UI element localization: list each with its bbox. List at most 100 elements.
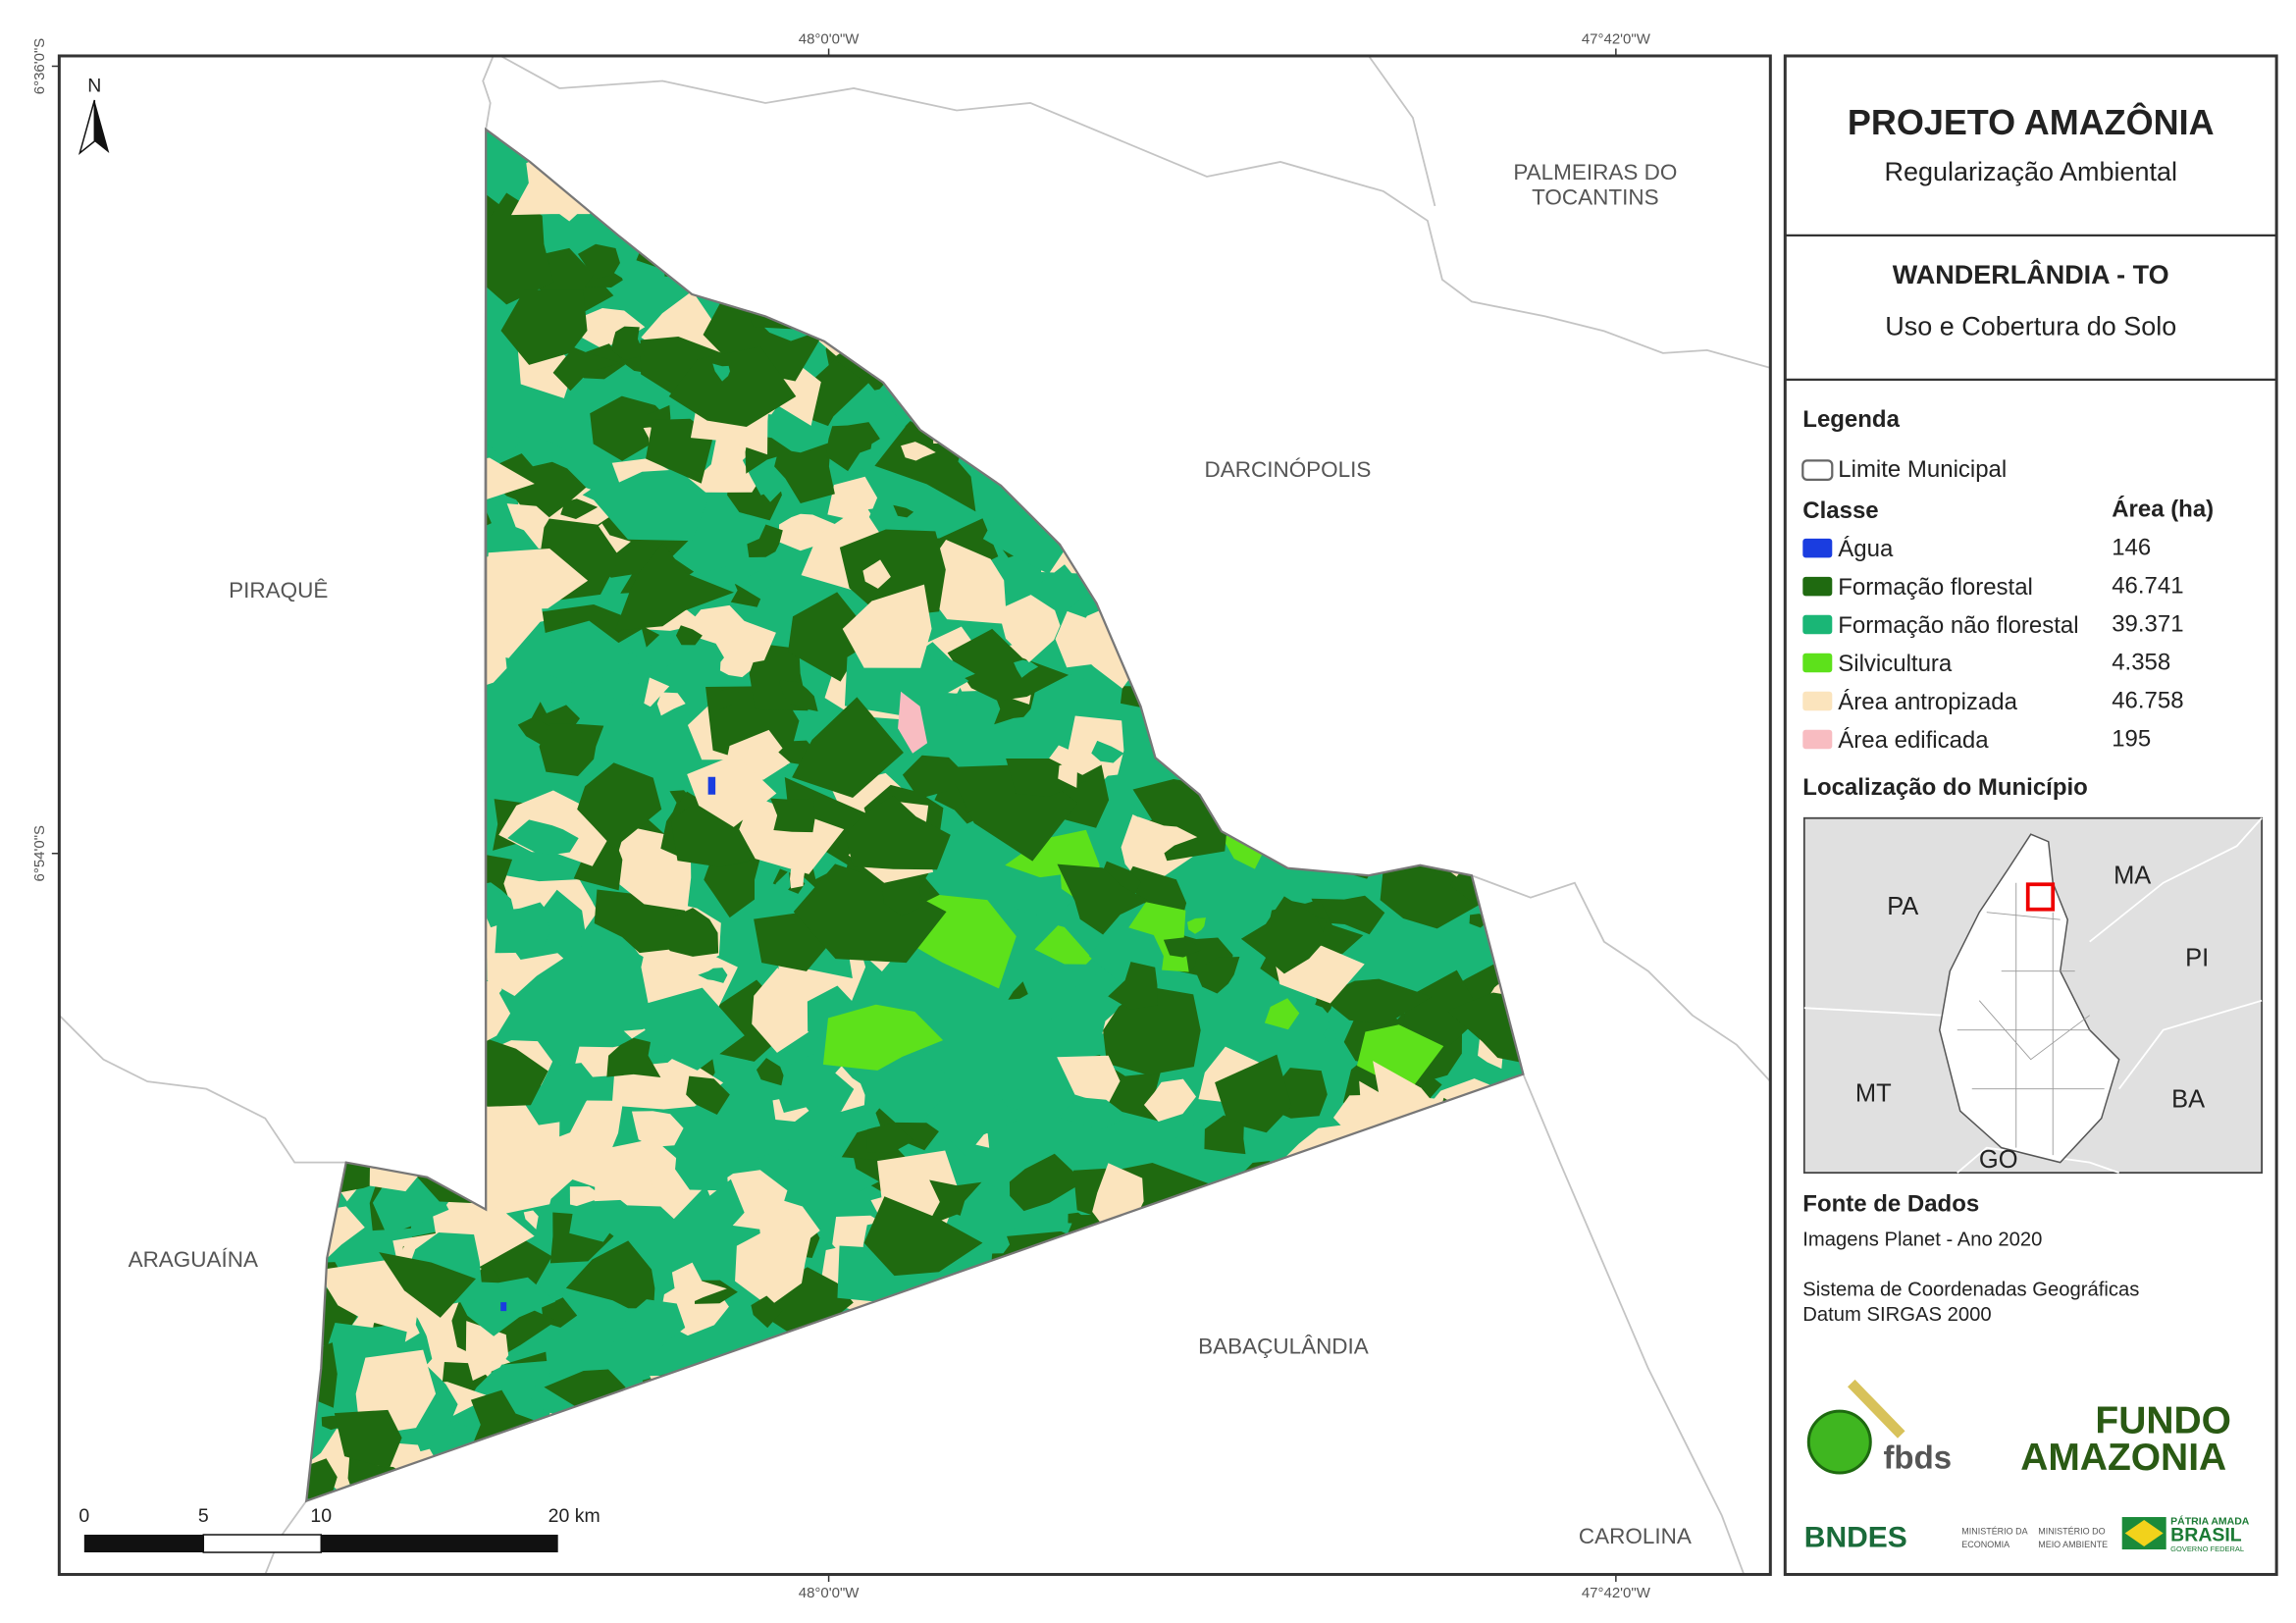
land-patch <box>334 1409 402 1469</box>
ministry-text: MEIO AMBIENTE <box>2038 1540 2108 1549</box>
land-patch <box>751 1295 783 1329</box>
legend-label: Água <box>1838 536 1894 562</box>
land-patch <box>614 543 735 631</box>
land-patch <box>1129 816 1198 854</box>
brasil-text: GOVERNO FEDERAL <box>2170 1544 2244 1553</box>
legend-label: Limite Municipal <box>1838 456 2007 483</box>
land-patch <box>1057 1055 1121 1105</box>
land-patch <box>321 1415 339 1431</box>
inset-label: BA <box>2171 1085 2205 1113</box>
coord-label: 47°42'0"W <box>1582 30 1651 47</box>
legend-area: 4.358 <box>2112 650 2170 676</box>
north-arrow <box>94 99 110 153</box>
location-marker <box>2025 882 2056 912</box>
boundary-swatch <box>1801 459 1834 481</box>
land-patch <box>581 308 646 349</box>
sources-heading: Fonte de Dados <box>1802 1190 1979 1217</box>
land-patch <box>1320 978 1433 1024</box>
place-label: PALMEIRAS DO <box>1513 160 1677 184</box>
land-patch <box>1187 917 1206 934</box>
land-patch <box>590 469 710 542</box>
fbds-logo-bar <box>1848 1379 1905 1439</box>
land-patch <box>500 1302 507 1312</box>
legend-swatch <box>1802 653 1833 673</box>
land-patch <box>500 289 588 365</box>
land-patch <box>569 1197 620 1242</box>
land-patch <box>1009 1153 1084 1216</box>
legend-area: 39.371 <box>2112 611 2183 638</box>
land-patch <box>842 584 932 668</box>
land-patch <box>898 691 928 754</box>
inset-labels: PA MA PI MT BA GO <box>1855 862 2209 1173</box>
land-patch <box>1038 564 1088 615</box>
ministry-text: MINISTÉRIO DA <box>1961 1526 2027 1536</box>
scale-segment <box>202 1534 323 1553</box>
scale-label: 0 <box>78 1505 89 1527</box>
subtitle: Regularização Ambiental <box>1884 157 2177 186</box>
land-patch <box>379 1252 477 1318</box>
land-patch <box>306 1458 338 1501</box>
land-patch <box>1311 895 1385 935</box>
inset-label: PI <box>2185 944 2209 971</box>
map-theme: Uso e Cobertura do Solo <box>1885 312 2176 341</box>
land-patch <box>465 1321 509 1382</box>
land-patch <box>316 1257 421 1335</box>
brasil-text: PÁTRIA AMADA <box>2170 1514 2250 1527</box>
land-patch <box>1143 1078 1197 1122</box>
land-patch <box>923 1094 1018 1157</box>
place-label: DARCINÓPOLIS <box>1204 457 1371 482</box>
land-patch <box>552 347 622 392</box>
legend-swatch <box>1802 614 1833 635</box>
land-patch <box>901 442 936 461</box>
land-patch <box>675 1135 729 1191</box>
land-patch <box>698 968 728 983</box>
land-patch <box>523 1210 539 1230</box>
land-patch <box>867 506 897 530</box>
land-patch <box>902 755 966 800</box>
land-patch <box>1215 1054 1292 1133</box>
land-patch <box>866 1122 914 1153</box>
land-patch <box>778 680 818 712</box>
land-patch <box>950 692 978 722</box>
land-patch <box>306 1267 357 1347</box>
land-patch <box>1091 740 1124 763</box>
land-patch <box>372 1175 433 1235</box>
fundo-text: FUNDO <box>2095 1399 2231 1441</box>
fbds-logo <box>1806 1409 1872 1475</box>
land-patch <box>589 629 652 709</box>
land-patch <box>535 620 640 688</box>
source-line: Imagens Planet - Ano 2020 <box>1802 1229 2042 1250</box>
land-patch <box>1163 937 1203 958</box>
land-patch <box>1057 864 1149 935</box>
land-patch <box>622 1299 686 1362</box>
land-patch <box>775 1054 855 1113</box>
land-patch <box>1108 962 1158 1010</box>
land-patch <box>752 968 851 1053</box>
land-patch <box>1103 986 1201 1075</box>
land-patch <box>572 1147 661 1207</box>
land-patch <box>1240 896 1328 974</box>
place-label: PIRAQUÊ <box>229 578 328 602</box>
title: PROJETO AMAZÔNIA <box>1848 102 2215 142</box>
land-patch <box>671 1262 727 1302</box>
land-patch <box>747 524 783 558</box>
land-patch <box>1005 874 1063 916</box>
land-patch <box>790 868 806 889</box>
land-patch <box>577 243 620 279</box>
bndes-text: BNDES <box>1804 1521 1907 1553</box>
land-patch <box>770 798 816 833</box>
fbds-text: fbds <box>1883 1439 1952 1475</box>
legend-swatch <box>1802 538 1833 558</box>
land-patch <box>1014 659 1039 678</box>
land-patch <box>1323 1028 1337 1042</box>
land-patch <box>606 230 666 310</box>
land-patch <box>467 1122 560 1215</box>
coord-label: 6°54'0"S <box>31 825 48 882</box>
ministry-text: ECONOMIA <box>1961 1540 2009 1549</box>
land-patch <box>774 442 835 503</box>
tocantins-state <box>1938 833 2120 1164</box>
land-patch <box>634 987 745 1071</box>
land-patch <box>1289 1003 1331 1033</box>
legend-label: Área edificada <box>1838 727 1989 754</box>
